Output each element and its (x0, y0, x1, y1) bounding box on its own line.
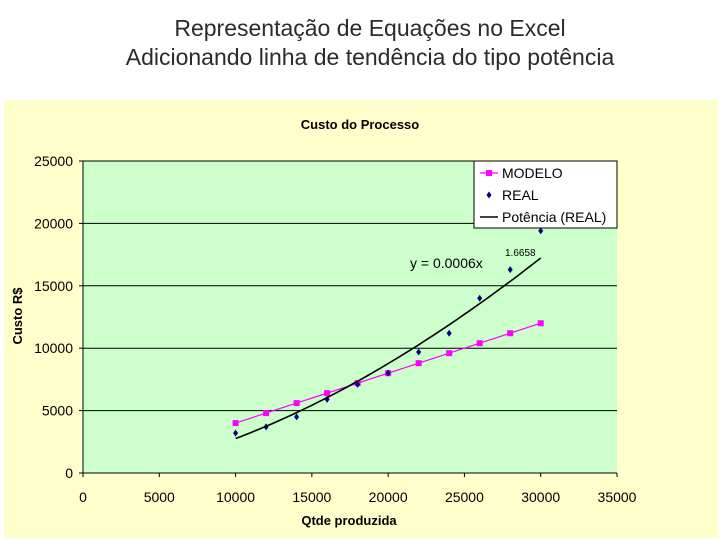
point-modelo (263, 410, 270, 417)
point-real (477, 294, 483, 302)
x-tick-label: 25000 (445, 489, 484, 505)
x-tick-label: 20000 (369, 489, 408, 505)
point-modelo (415, 360, 422, 367)
y-tick-label: 0 (65, 465, 73, 481)
x-axis-label: Qtde produzida (301, 513, 397, 528)
slide-title-line-1: Representação de Equações no Excel (174, 15, 566, 41)
x-tick-label: 15000 (292, 489, 331, 505)
point-real (385, 369, 391, 377)
legend: MODELO REAL Potência (REAL) (473, 160, 618, 229)
point-real (507, 266, 513, 274)
trendline-potencia (235, 257, 542, 440)
equation-base: y = 0.0006x (410, 255, 483, 271)
point-modelo (293, 400, 300, 407)
legend-marker (486, 191, 492, 199)
point-modelo (324, 390, 331, 397)
point-modelo (232, 420, 239, 427)
x-tick-label: 35000 (598, 489, 637, 505)
point-modelo (446, 350, 453, 357)
y-tick-label: 10000 (34, 340, 73, 356)
x-tick-label: 30000 (521, 489, 560, 505)
trendline-equation: y = 0.0006x 1.6658 (410, 248, 536, 271)
point-real (538, 227, 544, 235)
chart-title: Custo do Processo (301, 117, 420, 132)
legend-marker (486, 170, 492, 176)
x-tick-label: 10000 (216, 489, 255, 505)
point-real (446, 329, 452, 337)
legend-label: MODELO (502, 165, 563, 181)
point-modelo (507, 330, 514, 337)
point-real (233, 429, 239, 437)
legend-label: Potência (REAL) (502, 209, 606, 225)
point-modelo (476, 340, 483, 347)
slide-title: Representação de Equações no Excel Adici… (0, 14, 720, 72)
legend-label: REAL (502, 187, 539, 203)
x-tick-label: 5000 (144, 489, 175, 505)
point-real (416, 348, 422, 356)
y-tick-label: 20000 (34, 215, 73, 231)
point-real (294, 413, 300, 421)
x-tick-label: 0 (79, 489, 87, 505)
slide-title-line-2: Adicionando linha de tendência do tipo p… (125, 44, 615, 70)
point-modelo (537, 320, 544, 327)
y-tick-label: 15000 (34, 278, 73, 294)
y-tick-label: 5000 (42, 403, 73, 419)
y-axis-label: Custo R$ (10, 287, 25, 345)
y-tick-label: 25000 (34, 153, 73, 169)
equation-exponent: 1.6658 (505, 248, 536, 259)
